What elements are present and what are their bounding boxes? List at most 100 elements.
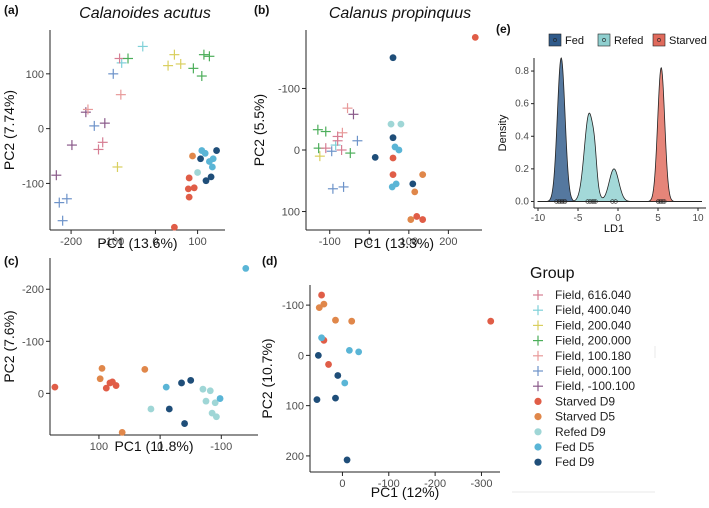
- y-tick-label: 100: [282, 207, 300, 219]
- y-axis-title: PC2 (7.74%): [1, 90, 17, 170]
- legend-item-label: Field, 616.040: [555, 288, 631, 302]
- data-point-dot: [389, 54, 397, 62]
- data-point-dot: [213, 147, 220, 154]
- panel-a: -200 -100 0 100 -100 0 100 (a) Calanoides acutus…: [1, 3, 225, 251]
- data-point-dot: [389, 134, 397, 142]
- data-point-cross: [163, 60, 174, 71]
- x-tick-label: -100: [210, 441, 232, 453]
- y-tick-label: -100: [282, 300, 304, 312]
- data-point-cross: [169, 49, 180, 60]
- x-tick-label: -100: [319, 236, 341, 248]
- x-tick-label: -5: [574, 213, 583, 224]
- data-point-dot: [348, 317, 356, 325]
- data-point-cross: [320, 126, 331, 137]
- data-point-cross: [188, 63, 199, 74]
- data-point-dot: [185, 174, 193, 182]
- y-tick-label: -100: [22, 336, 44, 348]
- data-point-dot: [198, 147, 206, 154]
- legend-item-label: Fed D5: [555, 440, 595, 454]
- rug-point: [561, 199, 566, 204]
- data-point-dot: [318, 291, 325, 299]
- y-tick-label: 0.2: [515, 164, 529, 175]
- rug-point: [593, 199, 598, 204]
- y-tick-label: 200: [286, 451, 304, 463]
- y-tick-label: 0: [298, 350, 304, 362]
- data-point-cross: [338, 181, 349, 192]
- data-point-dot: [208, 163, 216, 171]
- x-tick-label: -100: [102, 236, 124, 248]
- data-point-dot: [320, 300, 328, 308]
- data-point-dot: [411, 188, 419, 196]
- data-point-cross: [330, 140, 341, 151]
- data-point-dot: [194, 169, 201, 176]
- data-point-dot: [395, 146, 403, 154]
- data-point-cross: [108, 68, 119, 79]
- data-point-dot: [118, 428, 126, 436]
- data-point-cross: [116, 57, 127, 68]
- x-tick-label: 100: [400, 236, 418, 248]
- rug-point: [558, 199, 563, 204]
- data-point-dot: [51, 383, 59, 391]
- y-tick-label: 0: [294, 145, 300, 157]
- data-point-cross: [314, 151, 325, 162]
- panel-label: (b): [254, 3, 269, 17]
- legend-item-label: Field, 400.040: [555, 303, 631, 317]
- data-point-dot: [162, 383, 170, 391]
- data-point-dot: [334, 372, 342, 379]
- data-point-dot: [181, 420, 188, 427]
- legend-dot: [534, 413, 542, 421]
- legend-label: Fed: [565, 35, 584, 47]
- data-point-dot: [341, 379, 349, 387]
- x-tick-label: 0: [366, 236, 372, 248]
- x-axis-title: PC1 (13.6%): [97, 235, 177, 251]
- legend-key-refed: [597, 33, 611, 47]
- data-point-cross: [198, 49, 209, 60]
- data-point-dot: [209, 155, 217, 163]
- data-point-cross: [348, 109, 359, 120]
- panel-d: 0 -100 -200 -300 -100 0 100 200 (d) PC1 (12%) PC2 …: [259, 254, 500, 500]
- data-point-dot: [487, 317, 495, 325]
- data-point-cross: [114, 53, 125, 64]
- y-tick-label: 0.6: [515, 99, 529, 110]
- x-tick-label: -200: [60, 236, 82, 248]
- panel-label: (a): [4, 3, 19, 17]
- data-point-dot: [313, 396, 321, 404]
- data-point-cross: [336, 145, 347, 155]
- legend-key-fed: [548, 33, 562, 47]
- y-tick-label: 0: [38, 388, 44, 400]
- x-tick-label: 10: [692, 213, 704, 224]
- legend-item-label: Fed D9: [555, 455, 595, 469]
- y-axis-title: PC2 (7.6%): [1, 310, 17, 382]
- data-point-dot: [332, 316, 339, 324]
- data-point-dot: [213, 413, 220, 421]
- x-tick-label: 100: [90, 441, 108, 453]
- y-tick-label: -100: [22, 178, 44, 190]
- data-point-dot: [332, 394, 339, 402]
- legend-dot: [534, 428, 542, 436]
- data-point-dot: [147, 405, 155, 413]
- density-curve-fed: [537, 57, 703, 202]
- x-tick-label: -10: [531, 213, 546, 224]
- data-point-dot: [314, 351, 322, 359]
- y-axis-title: PC2 (10.7%): [259, 338, 275, 418]
- data-point-dot: [207, 173, 215, 181]
- legend-dot: [534, 458, 542, 466]
- y-tick-label: 100: [26, 69, 44, 81]
- x-tick-label: 0: [339, 478, 345, 490]
- data-point-dot: [315, 304, 323, 312]
- data-point-cross: [61, 193, 72, 204]
- y-tick-label: -200: [22, 284, 44, 296]
- data-point-cross: [332, 131, 343, 142]
- x-axis-title: PC1 (12%): [371, 484, 439, 500]
- legend-item-label: Field, 100.180: [555, 349, 631, 363]
- y-tick-label: -100: [278, 83, 300, 95]
- data-point-dot: [178, 379, 185, 387]
- data-point-dot: [206, 387, 214, 395]
- data-point-cross: [175, 58, 186, 69]
- data-point-dot: [184, 185, 192, 193]
- data-point-cross: [112, 161, 123, 172]
- data-point-dot: [419, 216, 427, 223]
- legend-item-label: Field, 000.100: [555, 364, 631, 378]
- x-tick-label: -100: [378, 478, 400, 490]
